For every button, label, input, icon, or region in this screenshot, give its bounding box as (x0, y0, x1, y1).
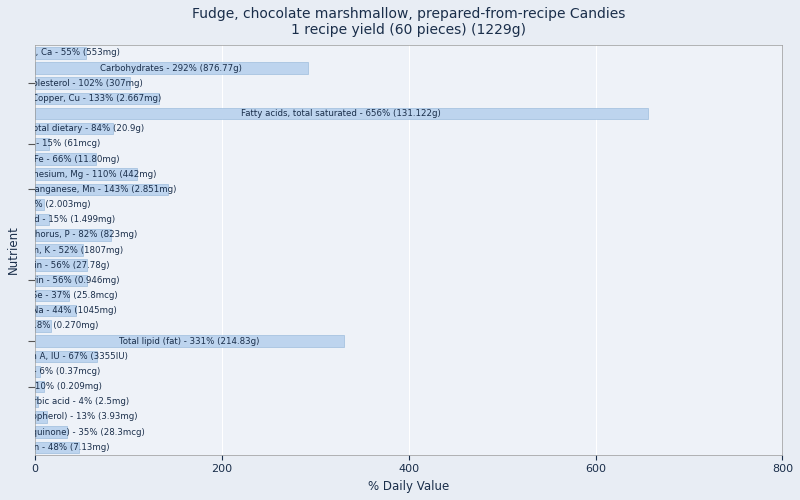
Text: Protein - 56% (27.78g): Protein - 56% (27.78g) (12, 260, 110, 270)
Bar (34, 229, 111, 240)
Text: Folate, total - 15% (61mcg): Folate, total - 15% (61mcg) (0, 140, 101, 148)
Text: Vitamin B-12 - 6% (0.37mcg): Vitamin B-12 - 6% (0.37mcg) (0, 367, 100, 376)
Text: Thiamin - 18% (0.270mg): Thiamin - 18% (0.270mg) (0, 322, 98, 330)
Text: Phosphorus, P - 82% (823mg): Phosphorus, P - 82% (823mg) (9, 230, 137, 239)
Text: Vitamin A, IU - 67% (3355IU): Vitamin A, IU - 67% (3355IU) (4, 352, 128, 360)
Bar (34, 290, 69, 301)
Bar (34, 320, 51, 332)
Bar (34, 154, 96, 164)
Text: Total lipid (fat) - 331% (214.83g): Total lipid (fat) - 331% (214.83g) (119, 336, 259, 345)
Text: Vitamin C, total ascorbic acid - 4% (2.5mg): Vitamin C, total ascorbic acid - 4% (2.5… (0, 397, 129, 406)
Bar (34, 260, 87, 271)
Bar (34, 184, 168, 195)
Bar (34, 92, 159, 104)
Bar (34, 366, 40, 377)
Bar (34, 199, 44, 210)
Text: Magnesium, Mg - 110% (442mg): Magnesium, Mg - 110% (442mg) (15, 170, 157, 178)
Bar (34, 47, 86, 58)
Bar (34, 138, 49, 149)
Bar (34, 442, 79, 453)
Y-axis label: Nutrient: Nutrient (7, 226, 20, 274)
Text: Potassium, K - 52% (1807mg): Potassium, K - 52% (1807mg) (0, 246, 123, 254)
Bar (34, 123, 113, 134)
Bar (34, 381, 44, 392)
Text: Carbohydrates - 292% (876.77g): Carbohydrates - 292% (876.77g) (100, 64, 242, 72)
Text: Copper, Cu - 133% (2.667mg): Copper, Cu - 133% (2.667mg) (32, 94, 162, 103)
Bar (34, 336, 344, 346)
Text: Niacin - 10% (2.003mg): Niacin - 10% (2.003mg) (0, 200, 90, 209)
Bar (34, 78, 130, 89)
Bar (34, 274, 87, 286)
Bar (34, 396, 38, 407)
Text: Calcium, Ca - 55% (553mg): Calcium, Ca - 55% (553mg) (1, 48, 120, 58)
Bar (34, 244, 83, 256)
Bar (34, 305, 76, 316)
Bar (34, 108, 648, 119)
Text: Vitamin K (phylloquinone) - 35% (28.3mcg): Vitamin K (phylloquinone) - 35% (28.3mcg… (0, 428, 144, 436)
Text: Iron, Fe - 66% (11.80mg): Iron, Fe - 66% (11.80mg) (12, 154, 119, 164)
Text: Manganese, Mn - 143% (2.851mg): Manganese, Mn - 143% (2.851mg) (26, 185, 176, 194)
Text: Sodium, Na - 44% (1045mg): Sodium, Na - 44% (1045mg) (0, 306, 117, 315)
X-axis label: % Daily Value: % Daily Value (368, 480, 449, 493)
Bar (34, 214, 49, 226)
Title: Fudge, chocolate marshmallow, prepared-from-recipe Candies
1 recipe yield (60 pi: Fudge, chocolate marshmallow, prepared-f… (192, 7, 625, 37)
Text: Fiber, total dietary - 84% (20.9g): Fiber, total dietary - 84% (20.9g) (3, 124, 144, 133)
Text: Vitamin B-6 - 10% (0.209mg): Vitamin B-6 - 10% (0.209mg) (0, 382, 102, 391)
Text: Pantothenic acid - 15% (1.499mg): Pantothenic acid - 15% (1.499mg) (0, 215, 115, 224)
Text: Fatty acids, total saturated - 656% (131.122g): Fatty acids, total saturated - 656% (131… (242, 109, 441, 118)
Bar (34, 411, 46, 422)
Bar (34, 426, 67, 438)
Text: Riboflavin - 56% (0.946mg): Riboflavin - 56% (0.946mg) (2, 276, 120, 285)
Text: Vitamin E (alpha-tocopherol) - 13% (3.93mg): Vitamin E (alpha-tocopherol) - 13% (3.93… (0, 412, 138, 422)
Bar (34, 350, 97, 362)
Bar (34, 62, 307, 74)
Text: Cholesterol - 102% (307mg): Cholesterol - 102% (307mg) (22, 78, 143, 88)
Text: Zinc, Zn - 48% (7.13mg): Zinc, Zn - 48% (7.13mg) (4, 442, 110, 452)
Bar (34, 168, 138, 180)
Text: Selenium, Se - 37% (25.8mcg): Selenium, Se - 37% (25.8mcg) (0, 291, 118, 300)
